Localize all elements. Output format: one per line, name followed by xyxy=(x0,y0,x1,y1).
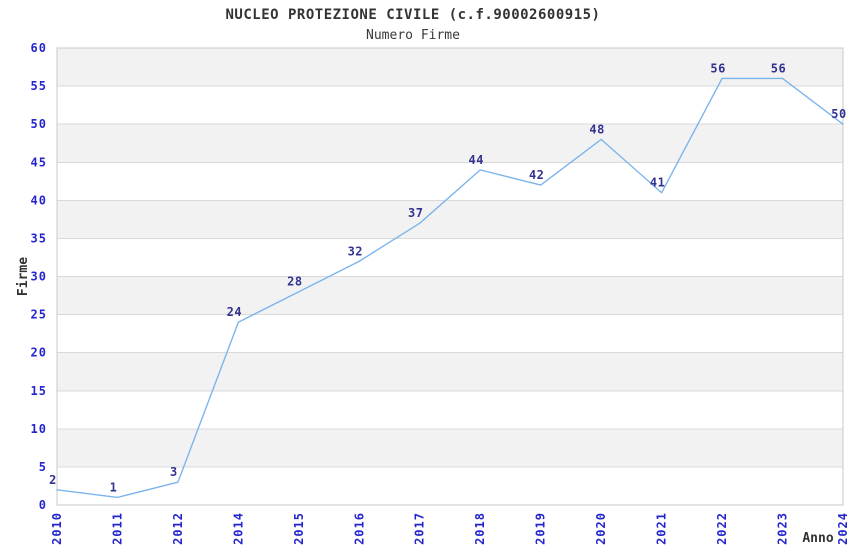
y-tick-label: 20 xyxy=(31,346,47,360)
x-tick-label: 2012 xyxy=(171,512,185,545)
data-label: 32 xyxy=(348,244,363,258)
data-line xyxy=(56,77,844,499)
data-label: 3 xyxy=(170,465,178,479)
data-label: 37 xyxy=(408,206,423,220)
data-label: 41 xyxy=(650,176,665,190)
data-label: 2 xyxy=(49,473,57,487)
data-label: 28 xyxy=(287,275,302,289)
plot-border xyxy=(56,47,844,506)
data-label: 56 xyxy=(710,61,725,75)
y-tick-label: 10 xyxy=(31,422,47,436)
y-tick-label: 50 xyxy=(31,117,47,131)
x-tick-label: 2016 xyxy=(352,512,366,545)
x-tick-label: 2019 xyxy=(534,512,548,545)
data-label: 48 xyxy=(589,122,604,136)
y-tick-label: 25 xyxy=(31,308,47,322)
y-tick-label: 45 xyxy=(31,155,47,169)
x-tick-label: 2018 xyxy=(473,512,487,545)
plot-band xyxy=(57,48,843,87)
chart-title: NUCLEO PROTEZIONE CIVILE (c.f.9000260091… xyxy=(225,7,601,23)
y-tick-label: 40 xyxy=(31,193,47,207)
x-tick-label: 2023 xyxy=(775,512,789,545)
x-tick-label: 2022 xyxy=(715,512,729,545)
x-tick-label: 2021 xyxy=(655,512,669,545)
data-label: 42 xyxy=(529,168,544,182)
x-tick-label: 2010 xyxy=(50,512,64,545)
y-tick-label: 0 xyxy=(39,498,47,512)
y-tick-label: 30 xyxy=(31,270,47,284)
y-axis-title: Firme xyxy=(16,257,31,296)
x-tick-label: 2011 xyxy=(110,512,124,545)
plot-band xyxy=(57,276,843,315)
y-tick-label: 35 xyxy=(31,231,47,245)
x-tick-label: 2024 xyxy=(836,512,850,545)
plot-band xyxy=(57,352,843,391)
x-tick-label: 2017 xyxy=(413,512,427,545)
chart-subtitle: Numero Firme xyxy=(366,28,460,43)
data-label: 1 xyxy=(110,480,118,494)
y-tick-label: 5 xyxy=(39,460,47,474)
y-tick-label: 55 xyxy=(31,79,47,93)
x-axis-title: Anno xyxy=(802,531,833,546)
plot-band xyxy=(57,428,843,467)
plot-band xyxy=(57,200,843,239)
data-label: 44 xyxy=(469,153,484,167)
x-tick-label: 2014 xyxy=(231,512,245,545)
x-tick-label: 2015 xyxy=(292,512,306,545)
y-tick-label: 15 xyxy=(31,384,47,398)
x-tick-label: 2020 xyxy=(594,512,608,545)
plot-band xyxy=(57,124,843,163)
data-label: 24 xyxy=(227,305,242,319)
data-label: 56 xyxy=(771,61,786,75)
data-label: 50 xyxy=(831,107,846,121)
y-tick-label: 60 xyxy=(31,41,47,55)
